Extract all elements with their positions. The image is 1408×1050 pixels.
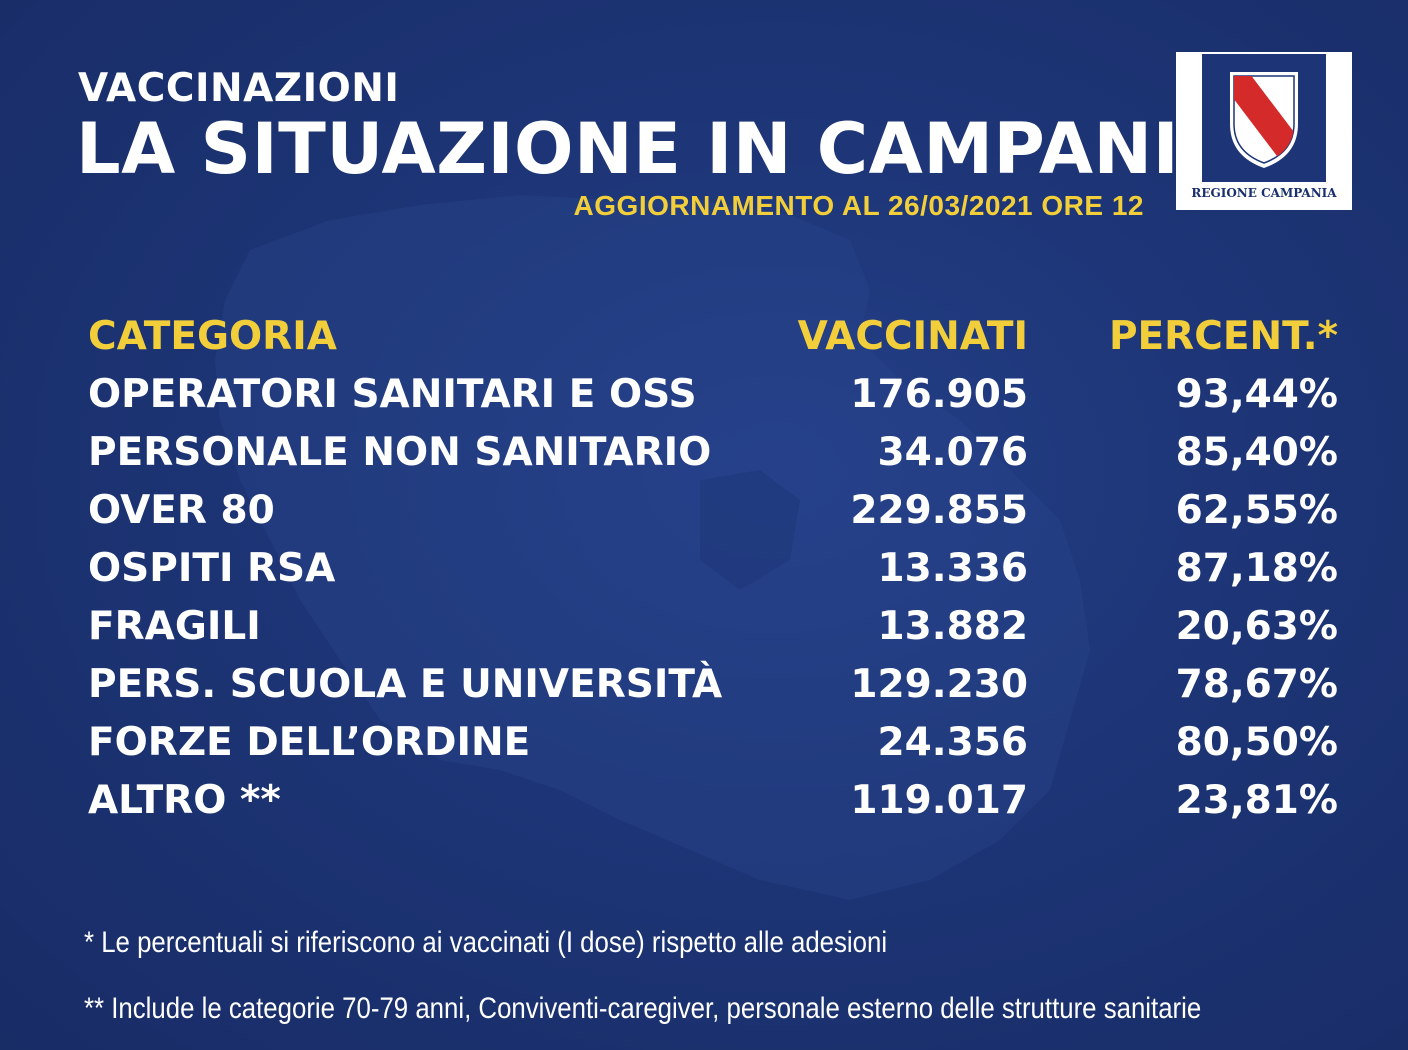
row-category: PERSONALE NON SANITARIO (88, 430, 712, 475)
logo-caption: REGIONE CAMPANIA (1191, 186, 1337, 200)
campania-coat-of-arms-icon (1202, 54, 1326, 182)
row-category: FORZE DELL’ORDINE (88, 720, 531, 765)
row-vaccinated: 129.230 (850, 662, 1028, 707)
regione-campania-logo: REGIONE CAMPANIA (1176, 52, 1352, 210)
row-percent: 80,50% (1175, 720, 1338, 765)
row-category: ALTRO ** (88, 778, 281, 823)
footnote-percent-note: * Le percentuali si riferiscono ai vacci… (84, 926, 888, 959)
row-vaccinated: 119.017 (850, 778, 1028, 823)
row-category: OVER 80 (88, 488, 275, 533)
row-percent: 20,63% (1175, 604, 1338, 649)
row-category: OSPITI RSA (88, 546, 336, 591)
table-row: ALTRO ** 119.017 23,81% (88, 772, 1342, 830)
row-percent: 62,55% (1175, 488, 1338, 533)
table-row: FRAGILI 13.882 20,63% (88, 598, 1342, 656)
header-category: CATEGORIA (88, 314, 337, 359)
footnote-altro-note: ** Include le categorie 70-79 anni, Conv… (84, 992, 1202, 1025)
row-category: FRAGILI (88, 604, 261, 649)
row-percent: 85,40% (1175, 430, 1338, 475)
row-vaccinated: 229.855 (850, 488, 1028, 533)
row-percent: 93,44% (1175, 372, 1338, 417)
row-percent: 87,18% (1175, 546, 1338, 591)
header-kicker: VACCINAZIONI (78, 66, 400, 111)
row-category: OPERATORI SANITARI E OSS (88, 372, 697, 417)
table-row: PERS. SCUOLA E UNIVERSITÀ 129.230 78,67% (88, 656, 1342, 714)
row-vaccinated: 34.076 (877, 430, 1029, 475)
table-row: OSPITI RSA 13.336 87,18% (88, 540, 1342, 598)
table-row: FORZE DELL’ORDINE 24.356 80,50% (88, 714, 1342, 772)
row-vaccinated: 13.336 (877, 546, 1029, 591)
table-row: PERSONALE NON SANITARIO 34.076 85,40% (88, 424, 1342, 482)
row-vaccinated: 176.905 (850, 372, 1028, 417)
table-row: OPERATORI SANITARI E OSS 176.905 93,44% (88, 366, 1342, 424)
row-vaccinated: 13.882 (877, 604, 1029, 649)
row-vaccinated: 24.356 (877, 720, 1029, 765)
table-header-row: CATEGORIA VACCINATI PERCENT.* (88, 308, 1342, 366)
page-title: LA SITUAZIONE IN CAMPANIA (76, 108, 1234, 190)
header-vaccinated: VACCINATI (797, 314, 1028, 359)
update-timestamp: AGGIORNAMENTO AL 26/03/2021 ORE 12 (573, 190, 1144, 221)
table-row: OVER 80 229.855 62,55% (88, 482, 1342, 540)
row-percent: 23,81% (1175, 778, 1338, 823)
row-category: PERS. SCUOLA E UNIVERSITÀ (88, 662, 723, 707)
row-percent: 78,67% (1175, 662, 1338, 707)
header-percent: PERCENT.* (1108, 314, 1338, 359)
vaccination-table: CATEGORIA VACCINATI PERCENT.* OPERATORI … (88, 308, 1342, 830)
